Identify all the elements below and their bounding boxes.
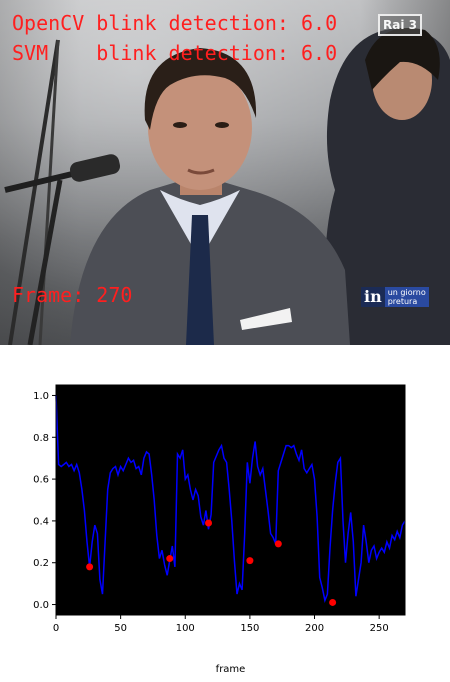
tripod-leg <box>38 39 60 345</box>
y-tick-label: 0.8 <box>33 433 49 444</box>
video-scene-illustration <box>4 28 450 345</box>
x-tick-label: 50 <box>114 623 127 634</box>
y-tick-label: 0.6 <box>33 475 49 486</box>
show-logo-sub: un giorno pretura <box>384 287 429 307</box>
plot-frame <box>55 384 406 616</box>
show-logo-sub-line-2: pretura <box>387 297 418 306</box>
channel-logo: Rai 3 <box>378 14 422 36</box>
x-tick-label: 150 <box>240 623 259 634</box>
opencv-blink-overlay: OpenCV blink detection: 6.0 <box>12 11 338 35</box>
eye-aspect-ratio-chart: 0.0 0.2 0.4 0.6 0.8 1.0 0 50 100 150 200 250 frame <box>0 370 450 682</box>
y-tick-label: 0.0 <box>33 600 49 611</box>
subject-mouth <box>187 168 215 175</box>
x-tick-label: 100 <box>176 623 195 634</box>
subject-hair <box>144 48 257 130</box>
y-axis: 0.0 0.2 0.4 0.6 0.8 1.0 <box>33 391 56 611</box>
blink-marker <box>166 555 174 563</box>
microphone-stand <box>27 179 63 345</box>
show-logo-main: in <box>361 287 385 307</box>
blink-marker <box>86 563 94 571</box>
blink-marker <box>329 598 337 606</box>
video-frame: OpenCV blink detection: 6.0 SVM blink de… <box>0 0 450 345</box>
blink-marker <box>205 519 213 527</box>
x-tick-label: 0 <box>53 623 59 634</box>
show-logo: in un giorno pretura <box>361 287 436 307</box>
blink-marker <box>246 557 254 565</box>
series-line <box>55 395 406 604</box>
x-axis: 0 50 100 150 200 250 <box>53 615 389 634</box>
tripod-leg <box>8 39 60 345</box>
chart-svg: 0.0 0.2 0.4 0.6 0.8 1.0 0 50 100 150 200 250 frame <box>33 384 406 675</box>
subject-pocket-square <box>240 308 292 330</box>
x-tick-label: 250 <box>370 623 389 634</box>
y-tick-label: 0.2 <box>33 558 49 569</box>
x-tick-label: 200 <box>305 623 324 634</box>
blink-markers <box>86 519 337 606</box>
microphone-head <box>69 154 121 182</box>
blink-marker <box>274 540 282 548</box>
frame-counter-overlay: Frame: 270 <box>12 283 133 307</box>
background-person-hair <box>365 28 440 90</box>
y-tick-label: 1.0 <box>33 391 49 402</box>
y-tick-label: 0.4 <box>33 516 49 527</box>
subject-face <box>148 66 252 190</box>
subject-left-eye <box>173 122 187 128</box>
svm-blink-overlay: SVM blink detection: 6.0 <box>12 41 338 65</box>
subject-right-eye <box>215 122 229 128</box>
x-axis-title: frame <box>216 664 246 675</box>
show-logo-sub-line-1: un giorno <box>387 288 426 297</box>
subject-tie <box>186 215 214 345</box>
